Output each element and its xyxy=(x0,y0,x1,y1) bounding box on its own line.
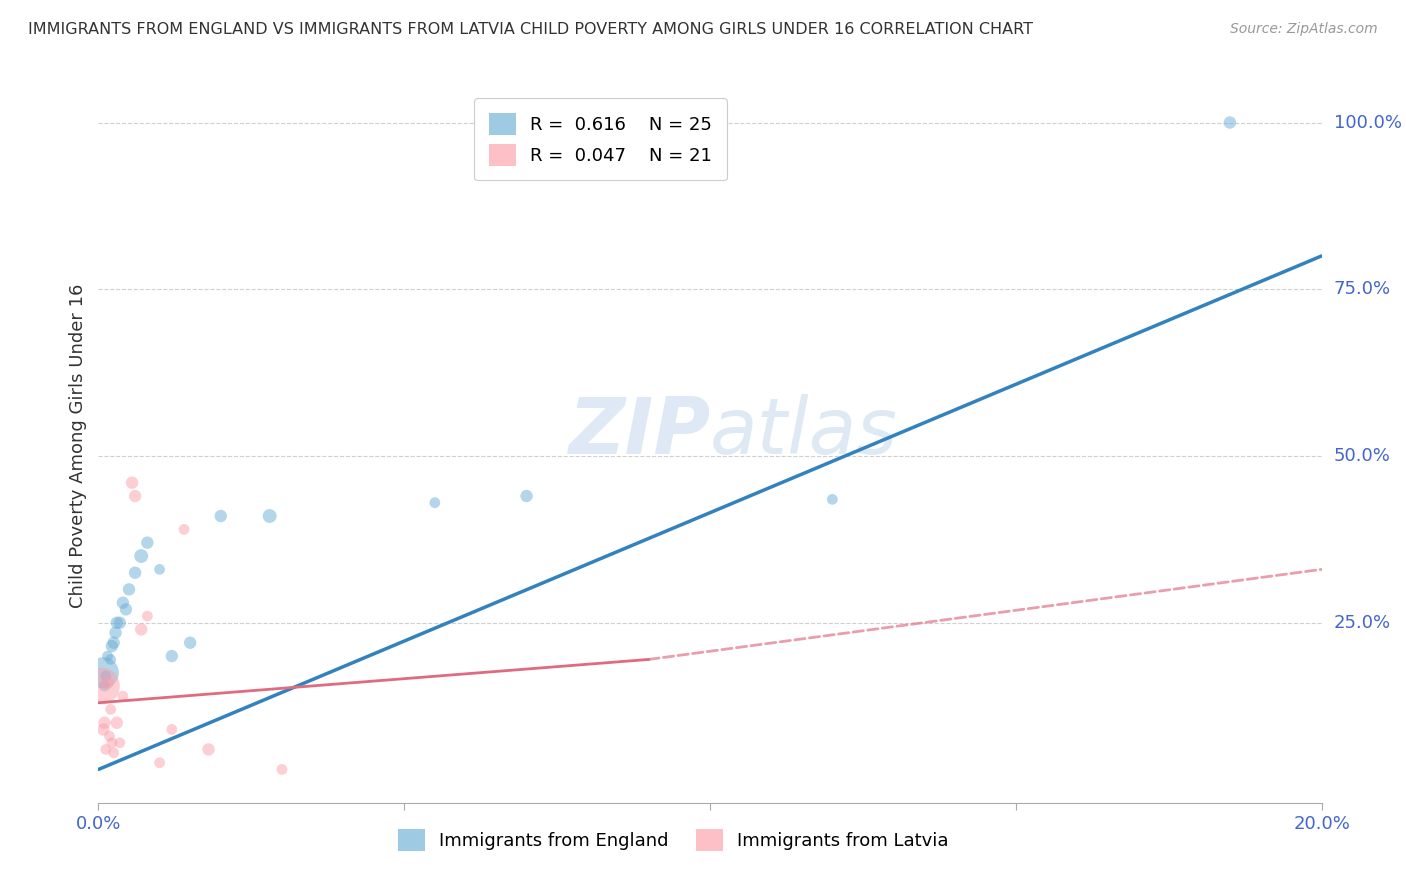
Point xyxy=(103,636,125,650)
Point xyxy=(136,609,159,624)
Point xyxy=(209,509,232,524)
Text: 75.0%: 75.0% xyxy=(1334,280,1391,298)
Text: 25.0%: 25.0% xyxy=(1334,614,1391,632)
Point xyxy=(93,679,115,693)
Text: Source: ZipAtlas.com: Source: ZipAtlas.com xyxy=(1230,22,1378,37)
Y-axis label: Child Poverty Among Girls Under 16: Child Poverty Among Girls Under 16 xyxy=(69,284,87,608)
Point xyxy=(124,489,146,503)
Point xyxy=(121,475,143,490)
Point xyxy=(124,566,146,580)
Point xyxy=(100,702,122,716)
Point xyxy=(90,679,112,693)
Legend: Immigrants from England, Immigrants from Latvia: Immigrants from England, Immigrants from… xyxy=(391,822,956,858)
Point xyxy=(91,723,114,737)
Point xyxy=(129,549,152,563)
Point xyxy=(104,625,127,640)
Text: 100.0%: 100.0% xyxy=(1334,113,1402,131)
Text: atlas: atlas xyxy=(710,393,898,470)
Point xyxy=(160,649,183,664)
Point xyxy=(821,492,844,507)
Point xyxy=(105,715,128,730)
Point xyxy=(101,639,124,653)
Point xyxy=(149,562,172,576)
Point xyxy=(259,509,281,524)
Point xyxy=(94,669,117,683)
Point xyxy=(103,746,125,760)
Point xyxy=(111,596,134,610)
Point xyxy=(1219,115,1241,129)
Point xyxy=(197,742,219,756)
Text: IMMIGRANTS FROM ENGLAND VS IMMIGRANTS FROM LATVIA CHILD POVERTY AMONG GIRLS UNDE: IMMIGRANTS FROM ENGLAND VS IMMIGRANTS FR… xyxy=(28,22,1033,37)
Point xyxy=(173,522,195,536)
Text: 50.0%: 50.0% xyxy=(1334,447,1391,465)
Point xyxy=(423,496,446,510)
Point xyxy=(108,615,131,630)
Point xyxy=(108,736,131,750)
Point xyxy=(160,723,183,737)
Point xyxy=(98,729,121,743)
Point xyxy=(136,535,159,549)
Point xyxy=(91,665,114,680)
Point xyxy=(111,689,134,703)
Point xyxy=(179,636,201,650)
Point xyxy=(270,763,292,777)
Point xyxy=(93,715,115,730)
Point xyxy=(118,582,141,597)
Point xyxy=(94,742,117,756)
Point xyxy=(129,623,152,637)
Point xyxy=(516,489,538,503)
Point xyxy=(100,652,122,666)
Point xyxy=(97,649,120,664)
Point xyxy=(97,675,120,690)
Text: ZIP: ZIP xyxy=(568,393,710,470)
Point xyxy=(115,602,138,616)
Point xyxy=(105,615,128,630)
Point xyxy=(101,736,124,750)
Point xyxy=(149,756,172,770)
